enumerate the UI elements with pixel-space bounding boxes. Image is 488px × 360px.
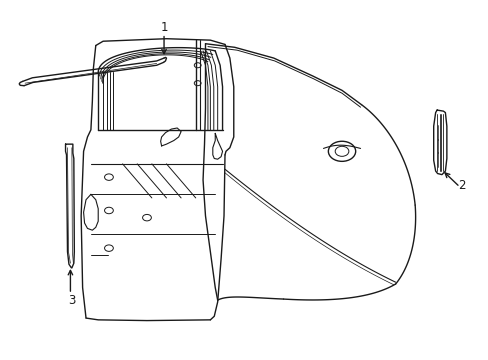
- Text: 3: 3: [67, 294, 75, 307]
- Text: 2: 2: [457, 179, 464, 192]
- Text: 1: 1: [160, 21, 167, 34]
